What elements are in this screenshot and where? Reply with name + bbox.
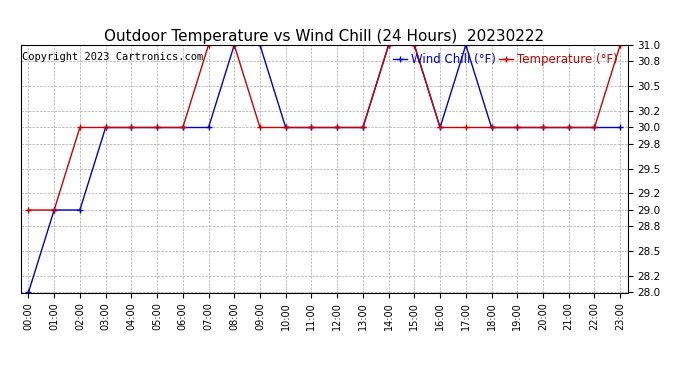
Text: Copyright 2023 Cartronics.com: Copyright 2023 Cartronics.com (22, 53, 203, 62)
Legend: Wind Chill (°F), Temperature (°F): Wind Chill (°F), Temperature (°F) (392, 52, 619, 68)
Title: Outdoor Temperature vs Wind Chill (24 Hours)  20230222: Outdoor Temperature vs Wind Chill (24 Ho… (104, 29, 544, 44)
